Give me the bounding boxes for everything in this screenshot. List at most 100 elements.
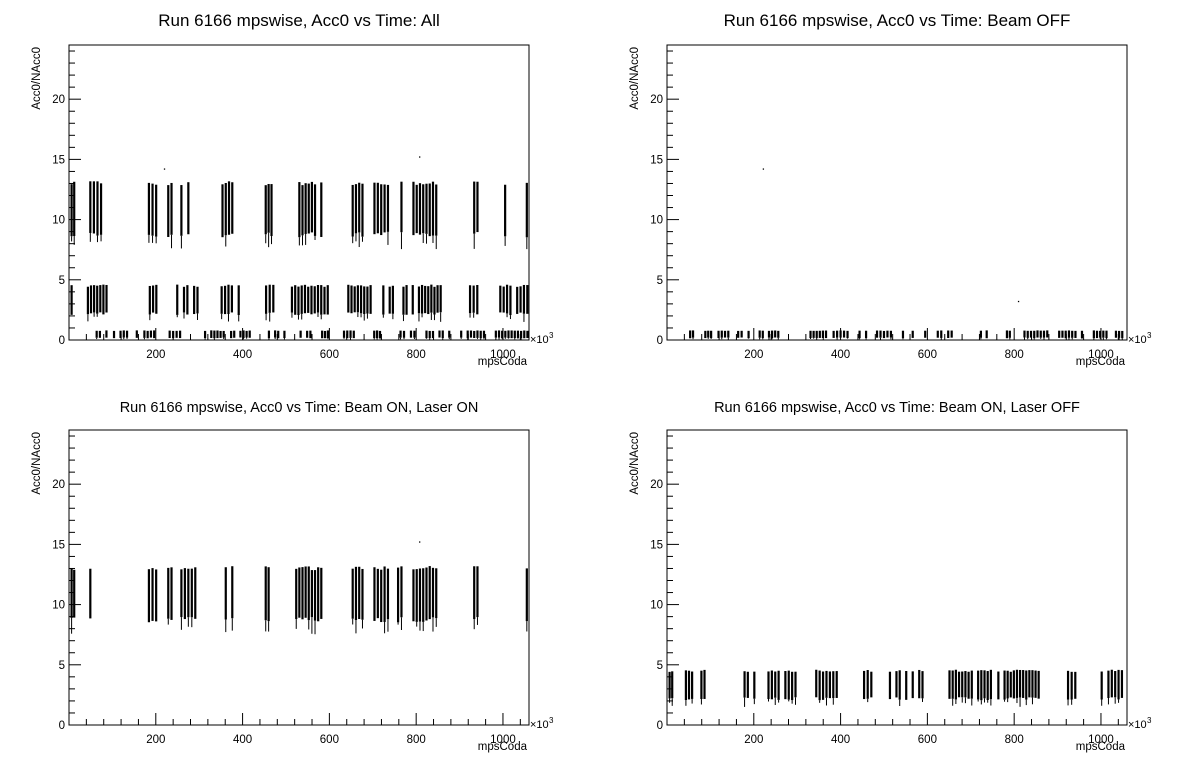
x-tick-label: 800: [407, 734, 426, 746]
data-point: [267, 330, 271, 339]
data-point: [272, 284, 275, 313]
data-point: [223, 337, 225, 339]
data-point: [922, 698, 923, 702]
data-point: [194, 567, 197, 619]
data-point: [504, 337, 506, 339]
data-point: [1009, 671, 1012, 698]
data-point: [376, 330, 379, 339]
data-point: [105, 330, 108, 338]
data-point: [230, 330, 233, 339]
data-point: [832, 698, 834, 705]
data-point: [380, 184, 383, 236]
data-point: [727, 337, 729, 340]
data-point: [867, 698, 869, 703]
data-cluster: [180, 567, 197, 630]
data-cluster: [997, 669, 1040, 707]
data-point: [1042, 330, 1046, 338]
data-point: [267, 183, 270, 233]
data-point: [770, 670, 773, 700]
data-point: [510, 330, 513, 339]
data-point: [147, 569, 151, 623]
data-point: [1008, 330, 1011, 338]
data-point: [295, 568, 298, 619]
data-point: [1036, 330, 1039, 338]
data-point: [748, 338, 750, 339]
data-point: [1071, 699, 1073, 705]
data-point: [180, 617, 182, 630]
data-point: [743, 671, 746, 698]
data-cluster: [220, 284, 240, 322]
data-cluster: [342, 330, 355, 340]
data-cluster: [499, 284, 529, 322]
data-point: [411, 285, 414, 315]
data-point: [707, 337, 709, 339]
data-point: [671, 671, 674, 699]
data-point: [813, 337, 815, 339]
data-cluster: [473, 566, 479, 630]
data-point: [245, 330, 248, 338]
data-point: [178, 330, 182, 339]
data-cluster: [936, 330, 953, 340]
data-point: [448, 337, 450, 340]
data-point: [359, 285, 363, 314]
data-cluster: [373, 181, 403, 250]
data-point: [948, 670, 951, 699]
data-cluster: [267, 330, 286, 340]
data-cluster: [295, 566, 323, 635]
data-point: [836, 330, 839, 338]
data-point: [692, 337, 694, 340]
data-point: [498, 337, 500, 340]
x-multiplier-exponent: 3: [1147, 716, 1152, 725]
data-point: [740, 330, 743, 338]
data-point: [193, 285, 196, 315]
data-point: [1025, 670, 1028, 700]
data-point: [1040, 337, 1042, 339]
data-point: [824, 330, 828, 339]
data-point: [354, 184, 358, 234]
data-cluster: [504, 184, 507, 246]
data-point: [400, 232, 402, 250]
data-point: [980, 337, 982, 340]
data-point: [862, 670, 866, 700]
data-point: [119, 330, 122, 338]
data-cluster: [525, 182, 528, 250]
data-cluster: [112, 330, 138, 340]
data-cluster: [264, 284, 275, 322]
data-point: [1105, 338, 1107, 340]
data-point: [243, 338, 245, 340]
data-point: [1117, 669, 1120, 700]
data-cluster: [264, 566, 270, 632]
data-point: [514, 338, 516, 340]
data-point: [435, 184, 438, 236]
data-cluster: [924, 330, 927, 338]
data-point: [1004, 699, 1006, 702]
data-point: [438, 330, 441, 338]
data-point: [879, 330, 882, 338]
data-point: [516, 286, 519, 314]
y-axis-label: Acc0/NAcc0: [31, 47, 43, 110]
data-point: [1012, 670, 1015, 699]
data-point: [815, 669, 818, 698]
data-point: [167, 567, 170, 619]
data-cluster: [89, 181, 103, 243]
data-point: [964, 697, 966, 704]
data-point: [774, 697, 776, 705]
plot-frame: [666, 44, 1128, 341]
data-cluster: [888, 669, 924, 706]
data-point: [242, 330, 245, 339]
data-point: [859, 338, 861, 340]
data-cluster: [525, 568, 528, 632]
data-cluster: [689, 330, 695, 340]
data-point: [761, 330, 764, 339]
data-point: [1121, 338, 1123, 340]
data-point: [123, 337, 125, 340]
data-point: [691, 330, 695, 338]
data-point: [440, 312, 442, 322]
data-point: [89, 285, 93, 314]
data-cluster: [402, 284, 442, 322]
panel-1: Run 6166 mpswise, Acc0 vs Time: All 0 5 10 1…: [31, 11, 554, 368]
data-point: [155, 184, 158, 237]
data-point: [409, 330, 413, 338]
data-point: [355, 620, 357, 634]
x-tick-label: 200: [146, 349, 165, 361]
